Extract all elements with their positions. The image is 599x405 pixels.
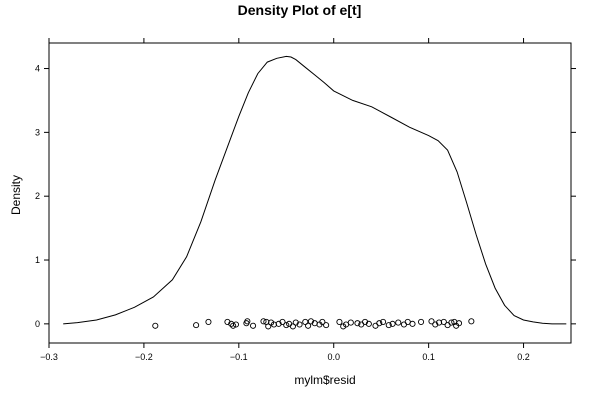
x-tick-label: 0.1 — [422, 352, 435, 362]
y-ticks-right — [571, 68, 576, 325]
residual-point — [444, 322, 451, 329]
y-tick-label: 3 — [35, 127, 40, 137]
residual-point — [448, 319, 455, 326]
x-tick-label: −0.1 — [230, 352, 248, 362]
residual-point — [260, 318, 267, 325]
residual-point — [380, 318, 387, 325]
density-curve — [63, 55, 567, 325]
residual-point — [455, 320, 463, 327]
residual-point — [296, 321, 303, 328]
residual-point — [152, 322, 159, 329]
density-layer — [63, 55, 567, 325]
residual-point — [305, 322, 312, 329]
x-tick-label: −0.2 — [135, 352, 153, 362]
residual-point — [289, 323, 296, 330]
residual-point — [319, 318, 326, 325]
plot-frame — [48, 42, 572, 344]
y-ticks-left: 0 1 2 3 4 — [35, 64, 49, 329]
rug-layer — [152, 318, 475, 330]
residual-point — [440, 318, 447, 325]
residual-point — [385, 322, 392, 329]
chart-title: Density Plot of e[t] — [238, 2, 362, 18]
x-tick-label: 0.2 — [517, 352, 530, 362]
x-tick-label: −0.3 — [40, 352, 58, 362]
residual-point — [372, 322, 379, 329]
residual-point — [232, 321, 240, 328]
residual-point — [365, 320, 372, 327]
residual-point — [336, 318, 343, 325]
y-tick-label: 2 — [35, 191, 40, 201]
y-tick-label: 4 — [35, 64, 40, 74]
residual-point — [395, 319, 402, 326]
residual-point — [417, 318, 425, 325]
residual-point — [302, 318, 309, 325]
x-tick-label: 0.0 — [327, 352, 340, 362]
residual-point — [347, 319, 354, 326]
residual-point — [279, 318, 286, 325]
residual-point — [428, 318, 435, 325]
x-ticks-bottom: −0.3 −0.2 −0.1 0.0 0.1 0.2 — [40, 343, 530, 362]
x-axis-label: mylm$resid — [294, 373, 355, 387]
residual-point — [409, 320, 416, 327]
residual-point — [389, 320, 396, 327]
residual-point — [250, 322, 257, 329]
residual-point — [283, 322, 290, 329]
residual-point — [205, 318, 212, 325]
residual-point — [468, 318, 475, 325]
residual-point — [230, 322, 237, 329]
residual-point — [193, 322, 200, 329]
residual-point — [400, 321, 408, 328]
y-tick-label: 1 — [35, 255, 40, 265]
y-tick-label: 0 — [35, 319, 40, 329]
residual-point — [376, 320, 383, 327]
x-ticks-top — [48, 38, 525, 43]
residual-point — [354, 320, 361, 327]
residual-point — [265, 323, 272, 330]
y-axis-label: Density — [9, 175, 23, 215]
residual-point — [323, 322, 330, 329]
residual-point — [244, 318, 251, 325]
